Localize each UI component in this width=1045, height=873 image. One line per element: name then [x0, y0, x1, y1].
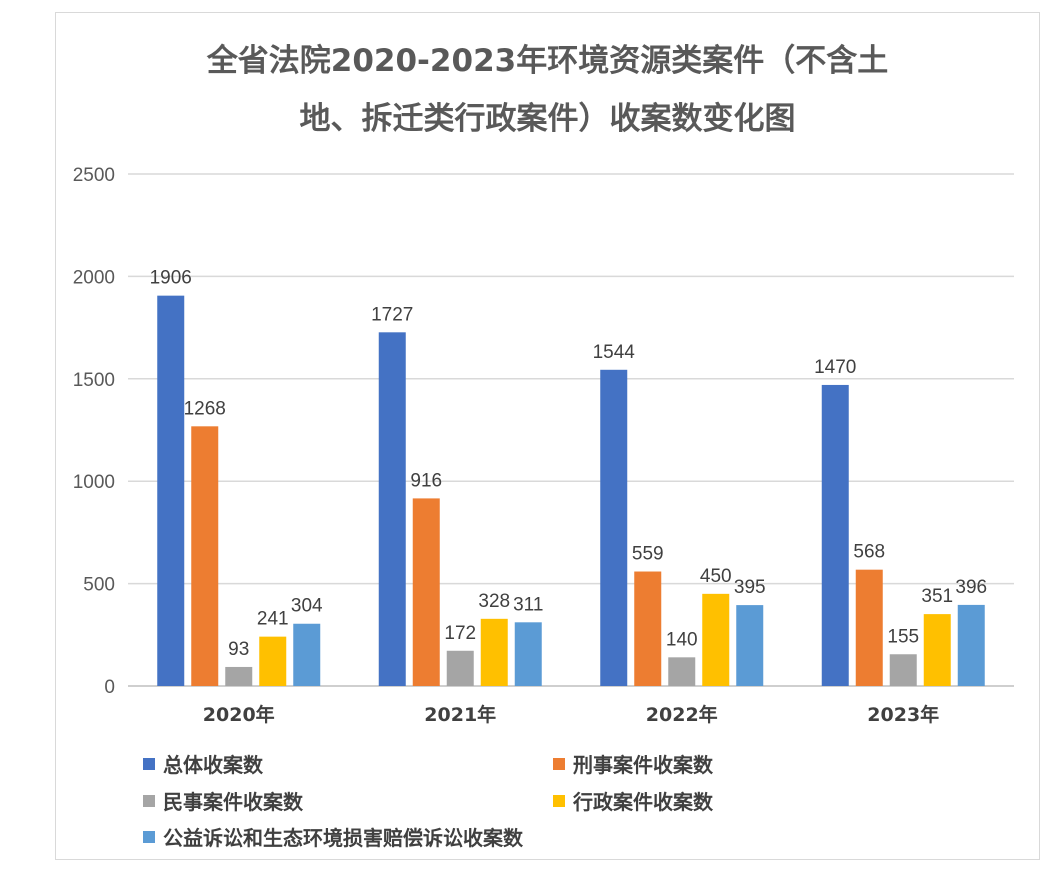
data-label: 140: [666, 629, 698, 650]
data-label: 304: [291, 596, 323, 617]
y-tick-label: 1000: [73, 472, 115, 493]
bar: [634, 571, 662, 686]
legend-swatch: [143, 794, 155, 807]
chart-title-line-1: 全省法院2020-2023年环境资源类案件（不含土: [206, 43, 889, 79]
bar: [480, 618, 508, 686]
data-label: 311: [513, 594, 543, 615]
bar: [702, 593, 730, 686]
data-label: 351: [921, 586, 953, 607]
legend-swatch: [553, 757, 565, 770]
legend-label: 总体收案数: [163, 753, 263, 777]
bar: [446, 650, 474, 686]
x-category-label: 2022年: [646, 703, 718, 726]
legend-item: 公益诉讼和生态环境损害赔偿诉讼收案数: [143, 822, 523, 851]
data-label: 1268: [184, 398, 226, 419]
chart-frame: [55, 12, 1040, 860]
legend-item: 刑事案件收案数: [553, 749, 713, 778]
y-tick-label: 1500: [73, 370, 115, 391]
x-category-label: 2021年: [424, 703, 496, 726]
data-label: 328: [478, 591, 510, 612]
bar: [157, 295, 185, 686]
data-label: 155: [887, 626, 919, 647]
data-label: 241: [257, 609, 289, 630]
y-tick-label: 0: [104, 677, 115, 698]
data-label: 450: [700, 566, 732, 587]
legend-label: 行政案件收案数: [573, 790, 713, 814]
legend-label: 民事案件收案数: [163, 790, 303, 814]
bar: [957, 604, 985, 686]
bar: [259, 636, 287, 686]
y-tick-label: 500: [83, 575, 115, 596]
legend-item: 总体收案数: [143, 749, 263, 778]
y-tick-label: 2000: [73, 267, 115, 288]
data-label: 1544: [593, 342, 636, 363]
bar: [191, 426, 219, 686]
data-label: 1727: [371, 304, 413, 325]
data-label: 172: [444, 623, 476, 644]
bar: [668, 657, 696, 686]
legend-swatch: [553, 794, 565, 807]
legend-item: 行政案件收案数: [553, 786, 713, 815]
bar: [736, 605, 764, 686]
data-label: 395: [734, 577, 766, 598]
bar: [855, 569, 883, 686]
data-label: 1906: [150, 268, 192, 289]
bar: [225, 666, 253, 686]
legend-label: 公益诉讼和生态环境损害赔偿诉讼收案数: [163, 826, 523, 850]
y-tick-label: 2500: [73, 165, 115, 186]
data-label: 1470: [814, 357, 856, 378]
legend-item: 民事案件收案数: [143, 786, 303, 815]
chart-title-line-2: 地、拆迁类行政案件）收案数变化图: [299, 101, 796, 137]
bar: [378, 332, 406, 686]
bar: [514, 622, 542, 686]
data-label: 559: [632, 544, 664, 565]
data-label: 93: [228, 639, 249, 660]
bar: [889, 654, 917, 686]
bar: [923, 614, 951, 686]
data-label: 396: [955, 577, 987, 598]
x-category-label: 2023年: [867, 703, 939, 726]
bar: [821, 384, 849, 686]
legend-swatch: [143, 830, 155, 843]
legend-label: 刑事案件收案数: [573, 753, 713, 777]
bar: [600, 369, 628, 686]
legend-swatch: [143, 757, 155, 770]
data-label: 568: [853, 542, 885, 563]
chart-title: 全省法院2020-2023年环境资源类案件（不含土 地、拆迁类行政案件）收案数变…: [55, 32, 1040, 148]
data-label: 916: [410, 470, 442, 491]
bar: [293, 623, 321, 686]
x-category-label: 2020年: [203, 703, 275, 726]
bar: [412, 498, 440, 686]
